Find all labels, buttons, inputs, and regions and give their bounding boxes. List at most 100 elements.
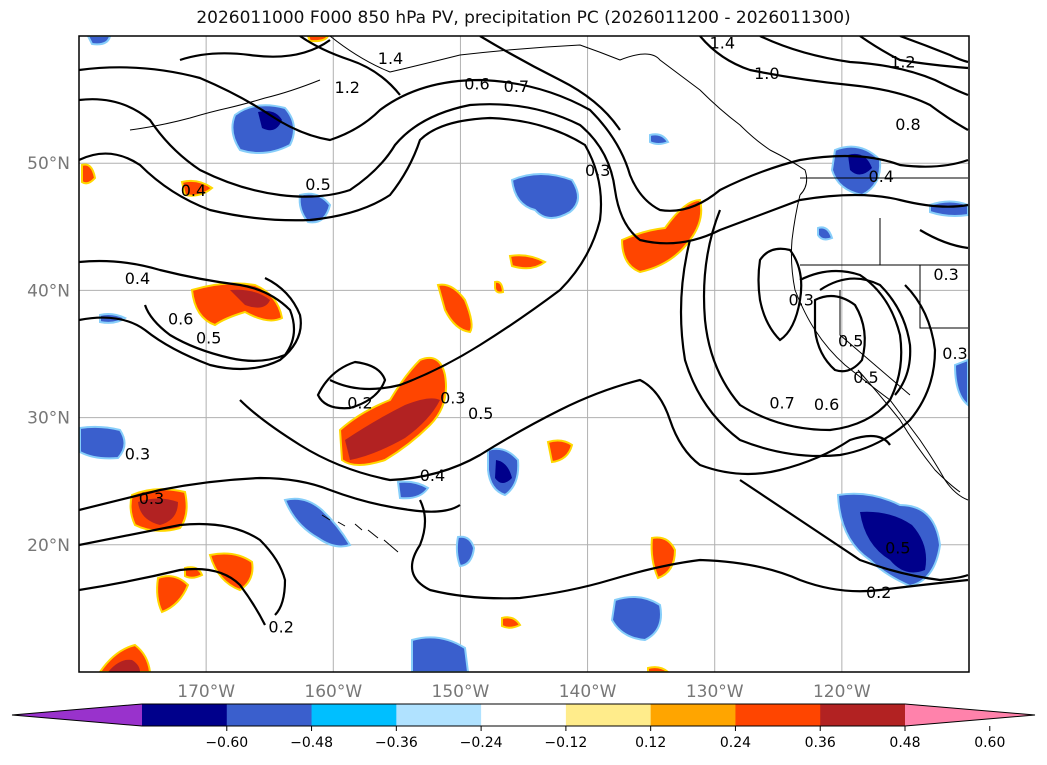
precip-blob xyxy=(345,398,440,460)
pv-contour xyxy=(316,360,387,410)
precip-positive-blobs xyxy=(81,36,703,672)
pv-contour xyxy=(479,36,621,131)
pv-contour xyxy=(759,36,969,97)
contour-label: 0.6 xyxy=(464,74,489,93)
pv-contour xyxy=(79,98,969,245)
precip-blob xyxy=(283,497,352,548)
precip-blob xyxy=(436,283,473,334)
precip-blob xyxy=(501,616,522,629)
precip-blob xyxy=(81,163,97,185)
contour-label: 0.6 xyxy=(168,310,193,329)
pv-contour xyxy=(899,36,969,64)
axis-labels: 170°W 160°W 150°W 140°W 130°W 120°W 20°N 30°N 40… xyxy=(27,154,871,702)
pv-contour xyxy=(739,479,969,582)
pv-contour xyxy=(79,116,603,391)
precip-blob xyxy=(190,282,284,327)
precip-blob xyxy=(108,659,140,672)
precip-blob xyxy=(929,200,969,217)
north-america-west-coast xyxy=(790,194,969,501)
contour-label: 0.2 xyxy=(268,617,293,636)
contour-label: 0.6 xyxy=(814,395,839,414)
precip-blob xyxy=(508,254,547,270)
contour-label: 0.8 xyxy=(895,115,920,134)
colorbar-extend-low xyxy=(12,704,142,726)
lon-tick-label: 130°W xyxy=(686,682,744,702)
precip-blob xyxy=(156,575,190,614)
precip-blob xyxy=(495,460,512,483)
contour-label: 0.4 xyxy=(869,167,894,186)
colorbar-extend-high xyxy=(905,704,1035,726)
pv-contour xyxy=(919,229,969,250)
precip-blob xyxy=(79,425,126,460)
pv-contour xyxy=(702,209,903,432)
precip-blob xyxy=(455,535,476,568)
lon-tick-label: 170°W xyxy=(177,682,235,702)
us-state-lines xyxy=(800,218,968,396)
baja-coast xyxy=(857,369,961,493)
precip-blob xyxy=(649,133,670,145)
pv-contour xyxy=(79,66,969,212)
lat-tick-label: 30°N xyxy=(27,409,70,429)
contour-label: 0.3 xyxy=(942,344,967,363)
colorbar-tick-label: 0.12 xyxy=(635,735,666,751)
precip-blob xyxy=(620,198,703,274)
pv-contour xyxy=(239,378,891,482)
colorbar-tick-label: 0.48 xyxy=(889,735,920,751)
pv-contour xyxy=(819,277,912,396)
pv-contour xyxy=(859,36,969,70)
pv-contour xyxy=(79,476,461,513)
plot-border xyxy=(78,35,970,673)
precip-blob xyxy=(860,511,927,573)
colorbar-tick-label: −0.36 xyxy=(375,735,418,751)
precip-blob xyxy=(647,666,670,672)
lat-tick-label: 50°N xyxy=(27,154,70,174)
contour-label: 0.4 xyxy=(125,269,150,288)
colorbar-outline xyxy=(11,703,1036,727)
colorbar-tick-label: −0.24 xyxy=(460,735,503,751)
colorbar-segment xyxy=(650,704,736,726)
precip-blob xyxy=(817,226,834,241)
contour-label: 0.3 xyxy=(585,161,610,180)
contour-label: 1.2 xyxy=(890,53,915,72)
pv-contour xyxy=(179,39,331,62)
colorbar-tick-label: 0.36 xyxy=(805,735,836,751)
colorbar-tick-label: −0.60 xyxy=(205,735,248,751)
lat-tick-label: 20°N xyxy=(27,536,70,556)
precip-blob xyxy=(208,552,254,592)
contour-label: 0.4 xyxy=(420,466,445,485)
colorbar-segment xyxy=(226,704,313,726)
contour-label: 0.5 xyxy=(305,175,330,194)
precip-blob xyxy=(848,153,872,175)
precip-blob xyxy=(953,358,969,408)
contour-label: 0.5 xyxy=(885,539,910,558)
lon-tick-label: 120°W xyxy=(813,682,871,702)
precip-blob xyxy=(230,289,270,308)
colorbar-segment xyxy=(820,704,906,726)
precip-blob xyxy=(546,439,574,464)
precip-blob xyxy=(180,179,214,197)
precip-blob xyxy=(396,480,430,500)
precip-blob xyxy=(494,280,505,294)
colorbar-tick-label: 0.60 xyxy=(974,735,1005,751)
colorbar-tick-label: −0.12 xyxy=(544,735,587,751)
contour-label: 1.4 xyxy=(378,49,403,68)
lon-tick-label: 140°W xyxy=(559,682,617,702)
contour-label: 1.2 xyxy=(335,78,360,97)
pv-contours xyxy=(79,36,969,626)
precip-blob xyxy=(138,498,178,525)
pv-contour xyxy=(813,294,866,373)
pv-contour xyxy=(79,522,287,616)
precip-negative-blobs xyxy=(79,36,969,672)
contour-label: 0.7 xyxy=(769,394,794,413)
pv-contour xyxy=(79,567,266,626)
contour-label: 1.0 xyxy=(754,64,779,83)
contour-label: 0.3 xyxy=(788,291,813,310)
contour-label: 0.4 xyxy=(181,181,206,200)
hawaii-islands xyxy=(321,514,399,553)
pv-contour xyxy=(299,36,401,96)
contour-label: 0.3 xyxy=(933,265,958,284)
lon-tick-label: 150°W xyxy=(432,682,490,702)
contour-label: 0.5 xyxy=(853,368,878,387)
colorbar-tick-label: −0.48 xyxy=(290,735,333,751)
colorbar-segment xyxy=(311,704,397,726)
